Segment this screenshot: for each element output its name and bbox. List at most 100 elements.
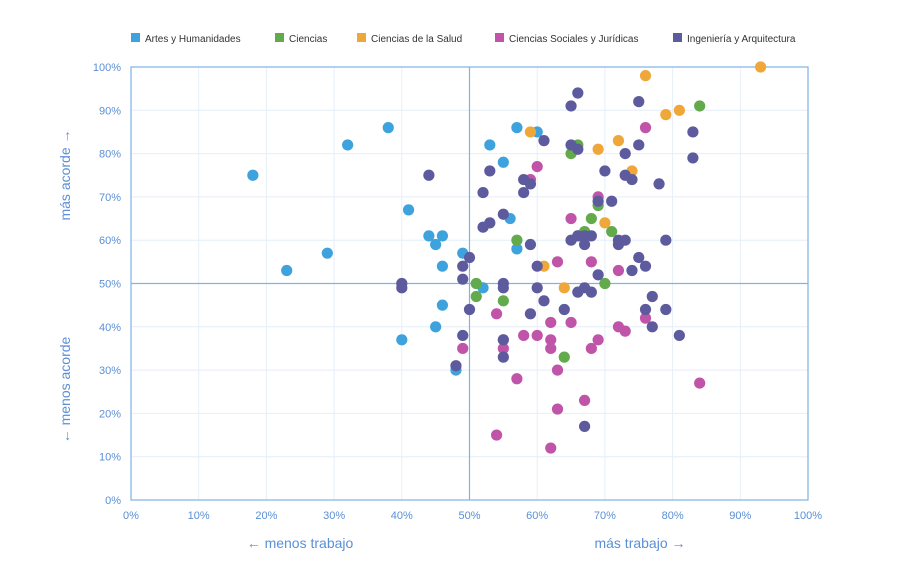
y-tick-label: 70% — [99, 192, 121, 204]
legend-label: Ciencias Sociales y Jurídicas — [509, 34, 639, 45]
data-point — [497, 351, 509, 363]
data-point — [470, 277, 482, 290]
y-tick-label: 50% — [99, 279, 121, 291]
y-tick-label: 100% — [93, 62, 121, 74]
data-point — [490, 308, 503, 320]
data-point — [619, 234, 631, 246]
data-point — [606, 225, 618, 238]
data-point — [463, 251, 476, 264]
data-point — [450, 360, 462, 372]
y-axis-label-low: ← menos acorde — [57, 336, 73, 443]
data-point — [463, 303, 476, 316]
data-point — [497, 334, 509, 346]
y-tick-label: 40% — [99, 322, 121, 334]
y-tick-label: 0% — [105, 495, 121, 507]
data-point — [585, 342, 597, 355]
data-point — [660, 234, 672, 246]
data-point — [606, 195, 618, 207]
data-point — [639, 260, 652, 272]
data-point — [585, 212, 597, 225]
data-point — [592, 269, 604, 281]
data-point — [281, 264, 293, 277]
data-point — [633, 96, 645, 108]
data-point — [484, 217, 496, 229]
data-point — [599, 277, 611, 290]
data-point — [612, 264, 625, 277]
data-point — [599, 217, 611, 229]
data-point — [626, 173, 638, 186]
legend-item: Ciencias Sociales y Jurídicas — [495, 33, 639, 45]
data-point — [247, 169, 259, 181]
data-point — [321, 247, 333, 259]
data-point — [578, 394, 591, 407]
data-point — [558, 351, 570, 363]
data-point — [436, 299, 449, 311]
data-point — [612, 135, 625, 147]
data-point — [565, 212, 577, 225]
data-point — [639, 303, 652, 316]
x-axis-ticks: 0% 10% 20% 30% 40% 50% 60% 70% 80% 90% 100% — [123, 510, 822, 522]
data-point — [430, 321, 442, 333]
x-axis-label-low: ← menos trabajo — [247, 535, 354, 551]
data-point — [619, 325, 631, 337]
x-tick-label: 100% — [794, 510, 822, 522]
data-point — [511, 234, 523, 246]
data-point — [551, 256, 564, 268]
data-point — [531, 282, 543, 294]
data-point — [585, 286, 597, 298]
legend-swatch — [495, 33, 504, 42]
legend-label: Ciencias de la Salud — [371, 34, 462, 45]
data-point — [673, 104, 685, 116]
data-point — [592, 334, 604, 346]
x-tick-label: 90% — [729, 510, 751, 522]
data-point — [511, 373, 523, 385]
data-point — [490, 429, 503, 441]
y-tick-label: 90% — [99, 105, 121, 117]
legend-swatch — [275, 33, 284, 42]
data-point — [653, 178, 665, 190]
data-point — [457, 273, 469, 285]
data-point — [497, 342, 509, 355]
data-point — [430, 238, 442, 251]
data-point — [342, 139, 354, 151]
data-point — [436, 230, 449, 242]
data-point — [551, 364, 564, 376]
data-point — [551, 403, 564, 415]
data-point — [524, 178, 537, 190]
series-points — [247, 122, 543, 376]
y-axis-ticks: 0% 10% 20% 30% 40% 50% 60% 70% 80% 90% 100% — [93, 62, 121, 507]
data-point — [633, 251, 645, 264]
data-point — [457, 329, 469, 342]
data-point — [592, 195, 604, 207]
data-point — [524, 238, 537, 251]
x-axis-label-high: más trabajo → — [594, 535, 685, 551]
data-point — [497, 156, 509, 168]
data-point — [619, 148, 631, 160]
x-tick-label: 50% — [458, 510, 480, 522]
y-tick-label: 20% — [99, 408, 121, 420]
x-tick-label: 80% — [662, 510, 684, 522]
y-tick-label: 80% — [99, 149, 121, 161]
data-point — [423, 230, 435, 242]
y-tick-label: 30% — [99, 365, 121, 377]
legend-item: Ingeniería y Arquitectura — [673, 33, 796, 45]
data-point — [538, 135, 550, 147]
data-point — [646, 290, 658, 303]
data-point — [457, 342, 469, 355]
data-point — [497, 282, 509, 294]
y-axis-label-high: más acorde → — [57, 129, 73, 220]
data-point — [470, 290, 482, 303]
data-point — [673, 329, 685, 342]
data-point — [477, 186, 489, 199]
data-point — [497, 295, 509, 307]
x-tick-label: 70% — [594, 510, 616, 522]
data-point — [396, 334, 408, 346]
x-tick-label: 0% — [123, 510, 139, 522]
data-point — [585, 256, 597, 268]
x-tick-label: 20% — [255, 510, 277, 522]
legend-label: Ciencias — [289, 34, 327, 45]
data-point — [578, 238, 591, 251]
legend-item: Ciencias — [275, 33, 327, 45]
data-point — [518, 329, 530, 342]
